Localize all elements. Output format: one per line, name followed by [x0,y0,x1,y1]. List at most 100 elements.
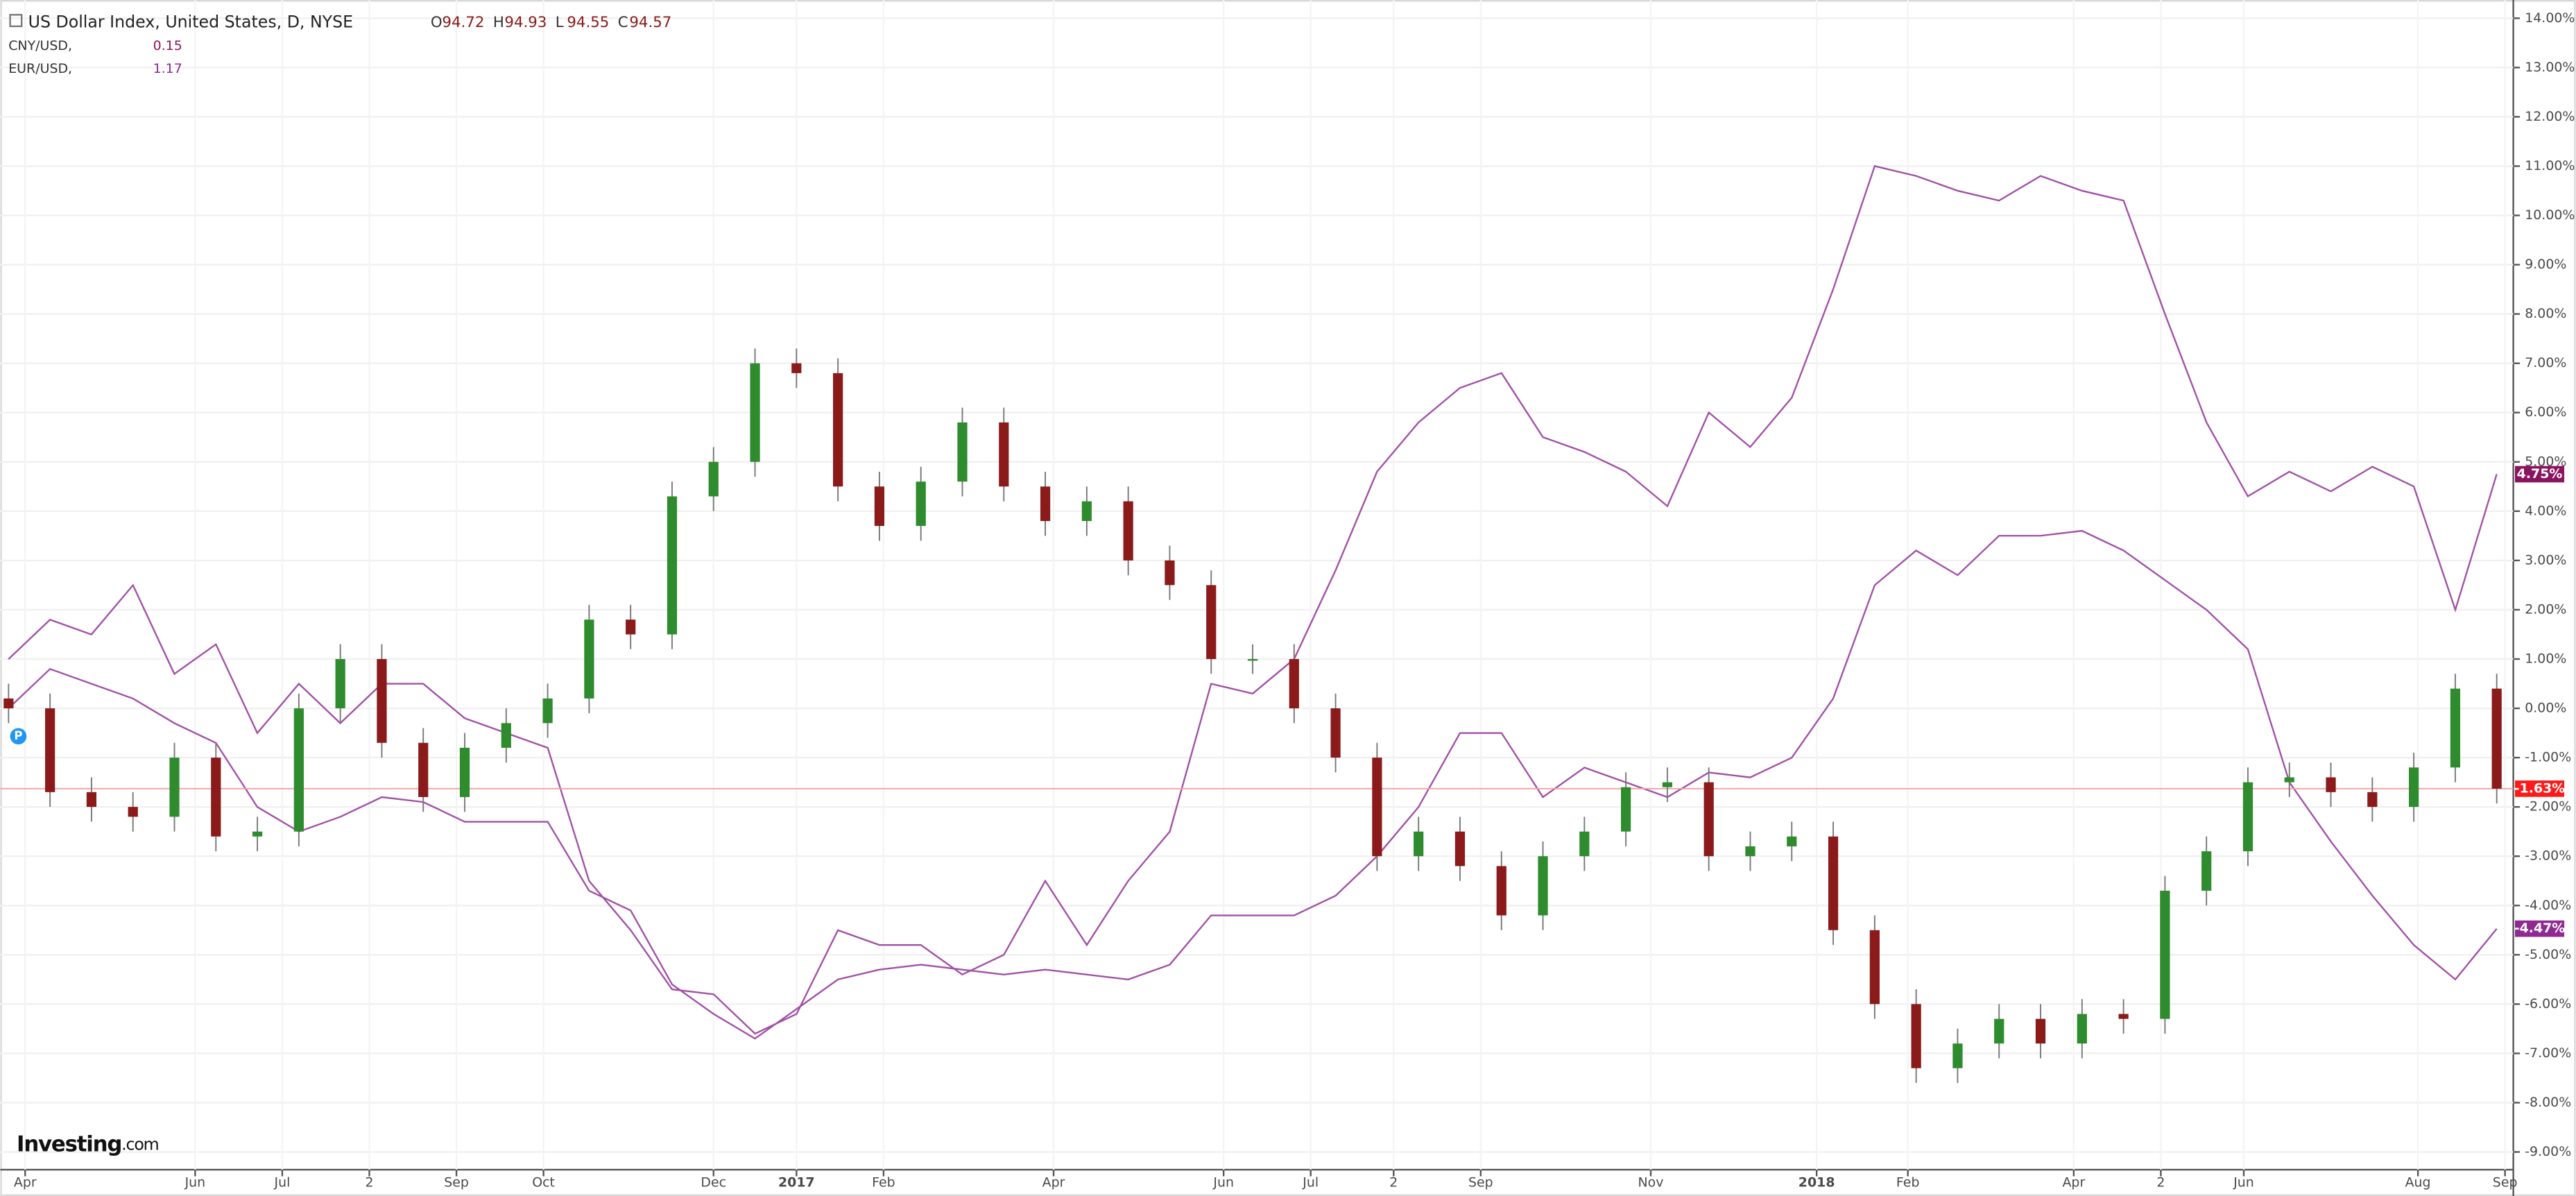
candle-body [999,422,1009,487]
candle-body [1081,501,1092,522]
candle-body [2326,777,2336,792]
candle-body [584,620,594,699]
y-tick-label: 10.00% [2525,207,2575,223]
candle-body [833,373,843,487]
collapse-icon[interactable] [9,14,23,28]
candle-body [2284,777,2294,783]
x-tick-label: Jul [1302,1175,1319,1190]
candle-body [1454,831,1466,866]
candle-body [1372,758,1382,857]
ohlc-label: C [618,14,628,31]
x-tick-label: Nov [1638,1175,1664,1190]
candle-body [252,831,263,837]
ohlc-label: H [493,14,504,31]
candle-body [2201,851,2212,891]
price-tag [2514,780,2565,797]
y-tick-label: -3.00% [2525,848,2571,864]
candle-body [459,747,470,797]
candle-body [2242,782,2253,852]
candle-body [1123,501,1133,561]
candle-body [86,792,97,808]
y-tick-label: -9.00% [2525,1144,2571,1159]
legend-name: CNY/USD, [8,38,72,53]
legend-name: EUR/USD, [8,61,72,76]
y-tick-label: 3.00% [2525,552,2566,567]
y-tick-label: 13.00% [2525,60,2575,75]
x-tick-label: Aug [2405,1175,2431,1190]
y-tick-label: -4.00% [2525,898,2571,913]
candle-body [1621,787,1631,832]
x-tick-label: 2 [1389,1175,1398,1190]
ohlc-value: 94.72 [442,14,484,31]
watermark-suffix: .com [121,1134,158,1154]
x-tick-label: 2018 [1798,1175,1835,1190]
y-tick-label: 4.00% [2525,503,2566,518]
y-tick-label: 1.00% [2525,651,2566,666]
candle-body [1289,658,1299,709]
candle-body [335,658,345,709]
candle-body [1952,1043,1963,1068]
x-tick-label: 2 [2156,1175,2165,1190]
x-tick-label: Apr [1042,1175,1065,1190]
ohlc-label: O [431,14,443,31]
candle-body [667,496,678,635]
candle-body [1165,560,1175,586]
x-tick-label: Sep [444,1175,469,1190]
price-tag-label: -4.47% [2514,921,2566,936]
candle-body [377,658,387,743]
legend-value: 0.15 [153,38,182,53]
x-tick-label: Jul [274,1175,291,1190]
x-tick-label: Dec [701,1175,726,1190]
candle-body [1247,658,1258,661]
y-tick-label: -1.00% [2525,750,2571,765]
y-tick-label: 7.00% [2525,355,2566,370]
x-tick-label: 2017 [778,1175,815,1190]
candle-body [293,708,304,832]
y-tick-label: 0.00% [2525,701,2566,716]
candle-body [2491,688,2502,789]
candle-body [1538,856,1548,916]
price-tag [2514,465,2565,483]
x-tick-label: 2 [365,1175,373,1190]
y-tick-label: -6.00% [2525,996,2571,1011]
price-tag [2514,920,2565,937]
candle-body [2450,688,2461,768]
candle-body [2409,767,2419,808]
y-tick-label: -8.00% [2525,1095,2571,1110]
y-tick-label: -7.00% [2525,1045,2571,1061]
event-marker-label: P [14,729,22,742]
legend-title: US Dollar Index, United States, D, NYSE [28,12,354,32]
x-tick-label: Oct [532,1175,555,1190]
ohlc-value: 94.93 [504,14,547,31]
candle-body [1414,831,1424,857]
candle-body [791,363,802,373]
legend: US Dollar Index, United States, D, NYSE … [8,12,671,76]
price-tag-label: -1.63% [2514,780,2566,796]
candle-body [1703,782,1714,857]
candle-body [2077,1014,2087,1044]
candle-body [128,807,138,817]
candle-body [2367,792,2378,808]
x-tick-label: Jun [2233,1175,2254,1190]
y-tick-label: 9.00% [2525,257,2566,272]
candle-body [169,758,180,817]
x-tick-label: Sep [2493,1175,2518,1190]
candle-body [1745,846,1755,857]
candle-body [1662,782,1673,787]
candle-body [1579,831,1590,857]
candle-body [874,486,885,527]
candle-body [418,742,429,797]
candle-body [1496,866,1506,916]
event-marker [10,728,27,745]
candle-body [1994,1018,2004,1044]
watermark: Investing.com [17,1131,159,1156]
x-tick-label: Sep [1468,1175,1493,1190]
x-tick-label: Apr [2062,1175,2085,1190]
candle-body [626,620,636,635]
grid [0,0,2514,1170]
ohlc-value: 94.57 [629,14,671,31]
ohlc-label: L [556,14,564,31]
x-tick-label: Feb [872,1175,895,1190]
